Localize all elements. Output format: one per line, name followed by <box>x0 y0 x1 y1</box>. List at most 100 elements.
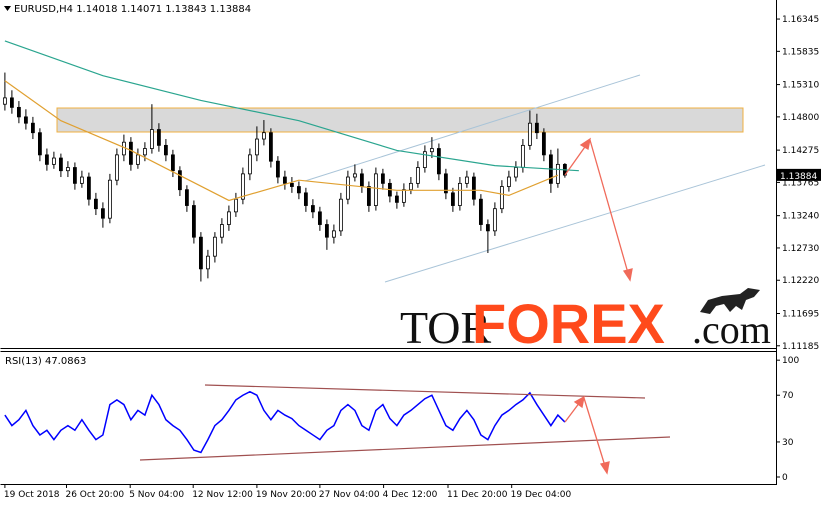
candle-body <box>394 195 399 203</box>
current-price-label: 1.13884 <box>780 172 817 182</box>
candle-body <box>107 179 112 219</box>
candle-body <box>492 208 497 232</box>
candle-body <box>240 173 245 200</box>
y-tick-label: 1.13765 <box>782 178 819 188</box>
y-tick-label: 1.13240 <box>782 212 819 222</box>
watermark: TOR FOREX .com <box>400 288 771 355</box>
current-price-box <box>777 168 821 181</box>
candle-body <box>303 192 308 206</box>
y-tick-label: 70 <box>782 391 794 401</box>
candle-body <box>177 170 182 191</box>
candle-body <box>534 122 539 134</box>
y-tick-label: 1.14275 <box>782 146 819 156</box>
moving-average <box>4 80 559 202</box>
candle-body <box>422 151 427 168</box>
y-tick-label: 1.12220 <box>782 276 819 286</box>
candle-body <box>254 138 259 156</box>
frames <box>0 0 777 485</box>
rsi-arrow-down <box>583 397 606 467</box>
candle-body <box>527 122 532 146</box>
candle-body <box>352 173 357 178</box>
candle-body <box>478 198 483 225</box>
rsi-upper-line <box>204 384 646 399</box>
arrowhead <box>573 395 585 409</box>
candle-body <box>219 224 224 238</box>
candle-body <box>37 132 42 156</box>
rsi-lower-line <box>139 436 671 461</box>
candle-body <box>58 157 63 172</box>
candle-body <box>345 176 350 200</box>
x-tick-label: 12 Nov 12:00 <box>192 490 253 500</box>
rsi-arrow-up <box>564 401 581 423</box>
candle-body <box>226 211 231 225</box>
resistance-zone <box>56 107 744 133</box>
candle-body <box>471 176 476 200</box>
candle-body <box>212 236 217 257</box>
candle-body <box>373 173 378 206</box>
candle-body <box>408 182 413 191</box>
candle-body <box>415 167 420 184</box>
y-tick-label: 1.16345 <box>782 15 819 25</box>
candle-body <box>44 154 49 165</box>
y-tick-label: 0 <box>782 473 788 483</box>
candle-body <box>324 224 329 238</box>
candle-body <box>338 198 343 232</box>
y-tick-label: 30 <box>782 438 794 448</box>
y-tick-label: 1.15835 <box>782 47 819 57</box>
candle-body <box>359 173 364 187</box>
candle-body <box>310 205 315 213</box>
x-tick-label: 5 Nov 04:00 <box>129 490 184 500</box>
candle-body <box>261 132 266 140</box>
rsi-title: RSI(13) 47.0863 <box>5 356 86 367</box>
y-tick-label: 1.12730 <box>782 244 819 254</box>
y-tick-label: 1.11695 <box>782 309 819 319</box>
zone-rect <box>56 107 744 133</box>
candle-body <box>520 144 525 168</box>
candle-body <box>93 198 98 210</box>
candle-body <box>289 182 294 187</box>
symbol-menu[interactable] <box>4 6 11 11</box>
candle-body <box>2 97 7 105</box>
candle-body <box>366 186 371 206</box>
y-tick-label: 1.15310 <box>782 81 819 91</box>
candle-body <box>506 176 511 187</box>
candle-body <box>429 148 434 153</box>
candle-body <box>30 122 35 134</box>
candle-body <box>282 176 287 184</box>
candle-body <box>65 167 70 172</box>
candle-body <box>247 154 252 175</box>
channel <box>304 74 766 283</box>
candle-body <box>485 224 490 232</box>
forecast-arrows <box>564 137 633 475</box>
x-tick-label: 19 Nov 20:00 <box>256 490 317 500</box>
candle-body <box>114 154 119 181</box>
arrowhead <box>579 137 591 151</box>
arrow-down <box>589 139 629 274</box>
candle-body <box>317 211 322 225</box>
watermark-main: FOREX <box>472 292 665 355</box>
candle-body <box>184 189 189 206</box>
candle-body <box>275 160 280 178</box>
moving-average <box>4 40 579 172</box>
candle-body <box>128 141 133 165</box>
candle-body <box>555 163 560 184</box>
candle-body <box>86 176 91 200</box>
channel-lower <box>384 164 766 283</box>
candle-body <box>191 205 196 238</box>
candle-body <box>135 154 140 165</box>
candle-body <box>450 192 455 206</box>
candle-body <box>268 132 273 162</box>
candle-body <box>296 186 301 194</box>
candle-body <box>380 173 385 184</box>
y-tick-label: 100 <box>782 356 799 366</box>
y-tick-label: 1.11185 <box>782 342 819 352</box>
arrow-up <box>564 143 588 176</box>
candle-body <box>79 176 84 184</box>
candle-body <box>149 129 154 149</box>
candle-body <box>541 132 546 156</box>
candle-body <box>436 148 441 175</box>
arrowhead <box>622 268 633 282</box>
candle-body <box>443 173 448 194</box>
